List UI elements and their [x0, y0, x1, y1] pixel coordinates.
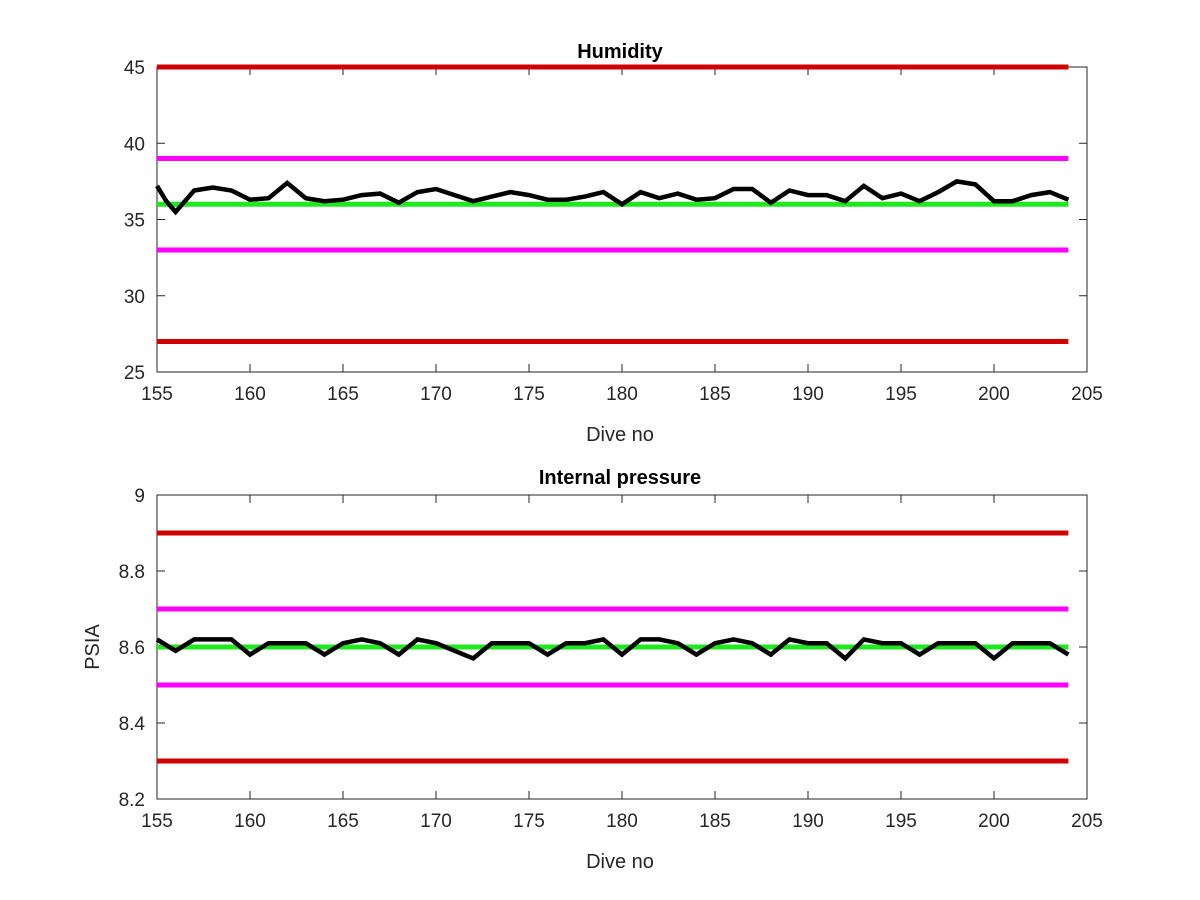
y-tick-label: 8.2 [119, 790, 145, 811]
x-tick-label: 195 [885, 811, 917, 832]
x-tick-label: 170 [420, 811, 452, 832]
internal-pressure-chart: 155 160 165 170 175 180 185 190 195 200 205 8.2 8.4 8… [82, 467, 1103, 873]
x-axis-label: Dive no [586, 424, 654, 446]
x-tick-label: 175 [513, 384, 545, 405]
x-tick-label: 180 [606, 384, 638, 405]
x-tick-label: 190 [792, 811, 824, 832]
y-tick-label: 8.6 [119, 638, 145, 659]
y-tick-label: 35 [124, 211, 145, 232]
x-tick-label: 205 [1071, 811, 1103, 832]
axes-box [156, 66, 1088, 373]
chart-title: Humidity [577, 41, 663, 63]
y-tick-label: 25 [124, 363, 145, 384]
x-tick-label: 185 [699, 384, 731, 405]
x-tick-label: 195 [885, 384, 917, 405]
y-tick-label: 40 [124, 134, 145, 155]
x-tick-label: 155 [141, 384, 173, 405]
x-axis-label: Dive no [586, 851, 654, 873]
y-tick-label: 9 [134, 486, 145, 507]
series-line [155, 179, 1070, 216]
humidity-chart: 155 160 165 170 175 180 185 190 195 200 205 25 30 35 4… [124, 41, 1103, 446]
x-tick-label: 205 [1071, 384, 1103, 405]
series-line [155, 636, 1070, 662]
x-tick-label: 185 [699, 811, 731, 832]
chart-title: Internal pressure [539, 467, 701, 489]
x-tick-label: 160 [234, 811, 266, 832]
x-tick-label: 155 [141, 811, 173, 832]
y-tick-label: 8.8 [119, 562, 145, 583]
x-tick-label: 175 [513, 811, 545, 832]
y-tick-label: 30 [124, 287, 145, 308]
x-tick-label: 200 [978, 384, 1010, 405]
y-tick-label: 8.4 [119, 714, 146, 735]
x-tick-label: 200 [978, 811, 1010, 832]
x-tick-label: 160 [234, 384, 266, 405]
y-tick-label: 45 [124, 58, 145, 79]
x-tick-label: 170 [420, 384, 452, 405]
x-tick-label: 165 [327, 384, 359, 405]
x-tick-label: 180 [606, 811, 638, 832]
y-axis-label: PSIA [82, 624, 104, 670]
x-tick-label: 165 [327, 811, 359, 832]
x-tick-label: 190 [792, 384, 824, 405]
